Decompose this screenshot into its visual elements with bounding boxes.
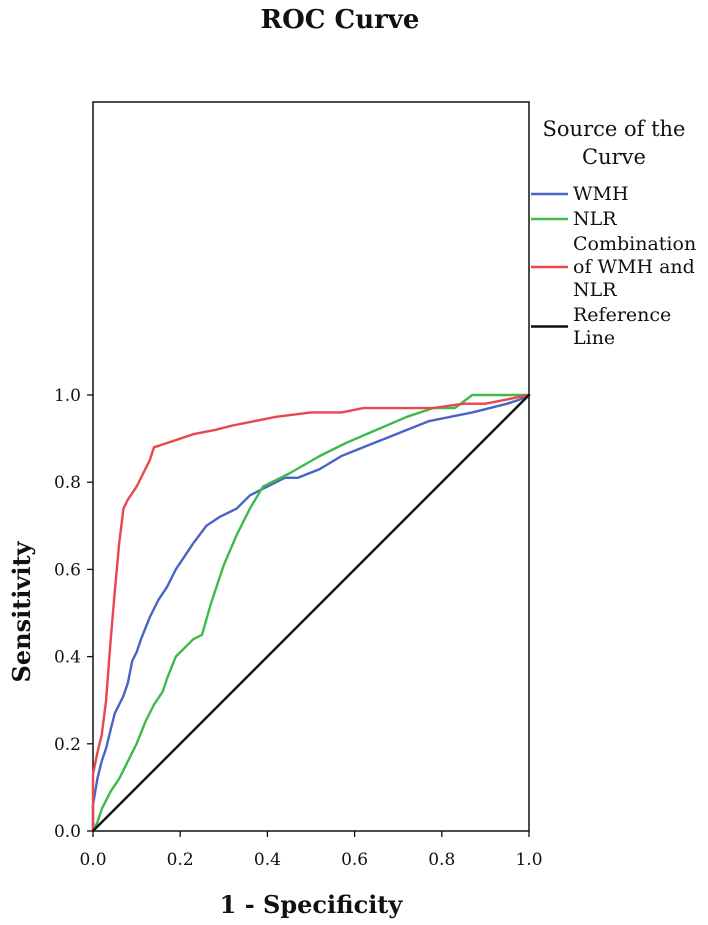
y-tick-label: 0.4	[54, 648, 81, 668]
y-tick-label: 0.6	[54, 560, 81, 580]
y-tick-label: 1.0	[54, 386, 81, 406]
legend-label-reference-line: Reference Line	[573, 304, 671, 349]
legend-title: Source of the Curve	[543, 117, 686, 169]
plot-frame	[92, 101, 530, 832]
x-tick-label: 1.0	[515, 850, 542, 870]
legend-label-wmh: WMH	[573, 183, 629, 205]
y-tick-label: 0.8	[54, 473, 81, 493]
legend-label-combination-of-wmh-and-nlr: Combination of WMH and NLR	[573, 233, 696, 301]
x-tick-label: 0.2	[167, 850, 194, 870]
chart-title: ROC Curve	[261, 5, 420, 35]
legend: Source of the Curve WMH NLR Combination of WM…	[531, 117, 696, 349]
x-tick-label: 0.6	[341, 850, 368, 870]
y-axis-label: Sensitivity	[7, 540, 36, 682]
series-line-combination-of-wmh-and-nlr	[91, 393, 531, 833]
series-line-wmh	[91, 393, 531, 833]
axis-ticks: 0.0 0.2 0.4 0.6 0.8 1.0 0.0 0.2 0.4 0.6 0.8 1.0	[54, 386, 543, 870]
series-layer	[91, 393, 531, 833]
series-line-reference-line	[91, 393, 531, 833]
y-tick-label: 0.0	[54, 822, 81, 842]
legend-label-nlr: NLR	[573, 208, 617, 230]
x-tick-label: 0.8	[428, 850, 455, 870]
y-tick-label: 0.2	[54, 735, 81, 755]
x-axis-label: 1 - Specificity	[220, 890, 404, 919]
x-tick-label: 0.4	[254, 850, 281, 870]
series-line-nlr	[91, 393, 531, 833]
x-tick-label: 0.0	[79, 850, 106, 870]
